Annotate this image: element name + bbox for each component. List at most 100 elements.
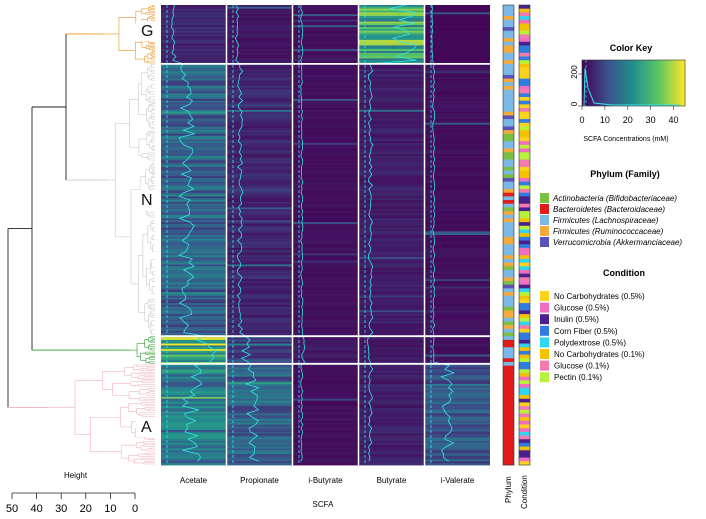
condition-cell: [519, 104, 530, 109]
heatmap-cell: [227, 319, 292, 322]
heatmap-cell: [227, 78, 292, 81]
phylum-cell: [503, 163, 514, 168]
condition-cell: [519, 244, 530, 249]
heatmap-cell: [227, 452, 292, 455]
condition-cell: [519, 310, 530, 315]
condition-cell: [519, 314, 530, 319]
heatmap-cell: [161, 212, 226, 216]
heatmap-cell: [359, 308, 424, 311]
heatmap-cell: [425, 130, 490, 133]
heatmap-cell: [161, 52, 226, 56]
heatmap-cell: [293, 415, 358, 418]
heatmap-cell: [161, 82, 226, 85]
condition-cell: [519, 461, 530, 466]
heatmap-cell: [359, 415, 424, 418]
heatmap-cell: [293, 71, 358, 74]
heatmap-cell: [293, 251, 358, 254]
heatmap-body: [161, 4, 490, 466]
dendrogram-tick-label: 0: [132, 503, 138, 515]
heatmap-cell: [293, 439, 358, 442]
heatmap-cell: [227, 439, 292, 442]
heatmap-cell: [293, 279, 358, 282]
heatmap-cell: [359, 222, 424, 225]
heatmap-cell: [359, 109, 424, 113]
heatmap-cell: [293, 196, 358, 199]
heatmap-cell: [425, 387, 490, 390]
heatmap-cell: [161, 297, 226, 300]
heatmap-cell: [161, 277, 226, 280]
heatmap-cell: [227, 113, 292, 116]
heatmap-cell: [359, 352, 424, 355]
phylum-cell: [503, 373, 514, 377]
heatmap-cell: [161, 27, 226, 30]
heatmap-cell: [227, 223, 292, 227]
heatmap-cell: [293, 389, 358, 392]
heatmap-cell: [425, 131, 490, 135]
heatmap-cell: [227, 190, 292, 194]
condition-legend-label: Pectin (0.1%): [554, 373, 602, 382]
heatmap-cell: [425, 354, 490, 357]
heatmap-cell: [425, 290, 490, 293]
heatmap-cell: [227, 444, 292, 447]
heatmap-cell: [227, 28, 292, 32]
heatmap-cell: [293, 54, 358, 57]
heatmap-cell: [161, 345, 226, 348]
heatmap-cell: [359, 271, 424, 275]
heatmap-cell: [359, 428, 424, 431]
heatmap-cell: [293, 299, 358, 302]
heatmap-cell: [161, 260, 226, 263]
heatmap-cell: [425, 133, 490, 137]
condition-cell: [519, 8, 530, 13]
heatmap-cell: [425, 108, 490, 111]
heatmap-cell: [359, 39, 424, 43]
heatmap-cell: [293, 190, 358, 194]
heatmap-cell: [227, 419, 292, 422]
phylum-cell: [503, 166, 514, 171]
phylum-cell: [503, 16, 514, 21]
heatmap-cell: [425, 310, 490, 313]
heatmap-cell: [425, 54, 490, 57]
heatmap-cell: [161, 38, 226, 41]
heatmap-cell: [227, 393, 292, 396]
heatmap-cell: [227, 461, 292, 464]
heatmap-cell: [293, 360, 358, 363]
heatmap-cell: [359, 174, 424, 177]
heatmap-cell: [227, 152, 292, 155]
heatmap-cell: [161, 113, 226, 116]
heatmap-cell: [293, 426, 358, 429]
condition-cell: [519, 435, 530, 440]
heatmap-cell: [359, 128, 424, 131]
heatmap-cell: [293, 85, 358, 89]
heatmap-cell: [293, 179, 358, 183]
heatmap-cell: [227, 306, 292, 309]
heatmap-cell: [161, 253, 226, 256]
heatmap-cell: [359, 205, 424, 208]
heatmap-cell: [227, 119, 292, 122]
heatmap-cell: [359, 247, 424, 251]
phylum-cell: [503, 225, 514, 230]
phylum-cell: [503, 52, 514, 57]
heatmap-cell: [227, 246, 292, 249]
heatmap-cell: [359, 330, 424, 333]
heatmap-cell: [359, 229, 424, 232]
heatmap-cell: [161, 17, 226, 21]
heatmap-cell: [359, 41, 424, 45]
heatmap-cell: [293, 271, 358, 275]
heatmap-cell: [359, 49, 424, 52]
heatmap-cell: [161, 172, 226, 175]
heatmap-cell: [227, 203, 292, 206]
heatmap-cell: [359, 253, 424, 256]
phylum-cell: [503, 56, 514, 61]
phylum-legend-swatch: [540, 237, 549, 247]
phylum-cell: [503, 93, 514, 98]
condition-cell: [519, 141, 530, 146]
heatmap-cell: [227, 130, 292, 133]
heatmap-cell: [425, 174, 490, 177]
heatmap-cell: [293, 144, 358, 148]
heatmap-cell: [425, 58, 490, 61]
heatmap-cell: [227, 365, 292, 368]
heatmap-cell: [359, 84, 424, 87]
condition-cell: [519, 115, 530, 120]
heatmap-cell: [161, 189, 226, 192]
heatmap-cell: [161, 49, 226, 52]
